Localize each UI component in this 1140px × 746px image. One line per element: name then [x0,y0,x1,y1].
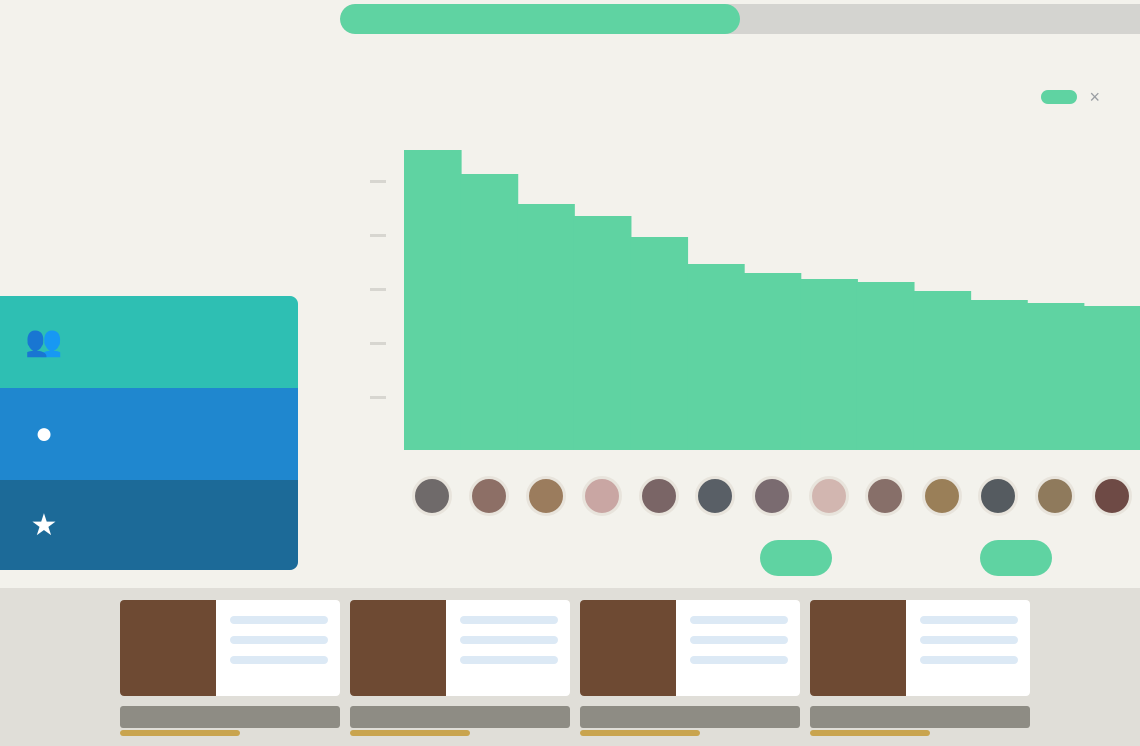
bar-2[interactable] [460,174,519,450]
avatar[interactable] [412,476,453,516]
bottom-card-1[interactable] [120,600,340,696]
card-image [810,600,906,696]
bottom-card-4[interactable] [810,600,1030,696]
avatar[interactable] [1035,476,1076,516]
bottom-card-3[interactable] [580,600,800,696]
y-tick [370,180,386,183]
users-icon: 👥 [25,325,63,358]
card-image [350,600,446,696]
avatar[interactable] [468,476,509,516]
tab-2[interactable] [1041,90,1078,104]
stats-panel: 👥 ● ★ [0,296,298,570]
avatar[interactable] [978,476,1019,516]
card-image [120,600,216,696]
pager-item-5[interactable] [980,540,1052,576]
bar-8[interactable] [800,279,858,450]
pager [540,540,1140,576]
bar-1[interactable] [404,150,462,450]
avatar[interactable] [865,476,906,516]
card-image [580,600,676,696]
star-icon: ★ [30,509,58,542]
pager-item-1[interactable] [540,540,612,576]
bar-5[interactable] [630,237,689,450]
bar-12[interactable] [1026,303,1085,450]
bar-9[interactable] [856,282,915,450]
avatar[interactable] [695,476,736,516]
y-tick [370,396,386,399]
stat-card-navy[interactable]: ★ [0,480,298,570]
bar-chart-svg [370,150,1140,450]
card-caption [350,706,570,728]
caption-accent [120,730,240,736]
avatar[interactable] [638,476,679,516]
bar-11[interactable] [970,300,1028,450]
avatars-row [0,470,1140,520]
top-progress-bar [340,4,1140,34]
bottom-card-2[interactable] [350,600,570,696]
y-tick [370,288,386,291]
avatar[interactable] [1091,476,1132,516]
y-tick [370,342,386,345]
card-caption [580,706,800,728]
caption-accent [350,730,470,736]
pager-item-4[interactable] [870,540,942,576]
avatar[interactable] [921,476,962,516]
stat-card-teal[interactable]: 👥 [0,296,298,388]
avatar[interactable] [582,476,623,516]
bar-6[interactable] [687,264,745,450]
pager-item-2[interactable] [650,540,722,576]
avatar[interactable] [808,476,849,516]
avatar[interactable] [752,476,792,516]
progress-fill [340,4,740,34]
caption-accent [810,730,930,736]
bar-7[interactable] [743,273,802,450]
stat-card-blue[interactable]: ● [0,388,298,480]
y-tick [370,234,386,237]
bar-chart [340,130,1140,470]
card-caption [810,706,1030,728]
pager-item-3[interactable] [760,540,832,576]
tab-1[interactable] [1009,91,1029,103]
bar-10[interactable] [913,291,972,450]
bottom-strip [0,588,1140,746]
user-icon: ● [34,417,54,450]
caption-accent [580,730,700,736]
bar-4[interactable] [573,216,632,450]
close-icon[interactable]: × [1089,86,1100,107]
card-caption [120,706,340,728]
avatar[interactable] [525,476,566,516]
chart-toolbar: × [1009,80,1100,114]
bar-3[interactable] [517,204,575,450]
bar-13[interactable] [1083,306,1140,450]
